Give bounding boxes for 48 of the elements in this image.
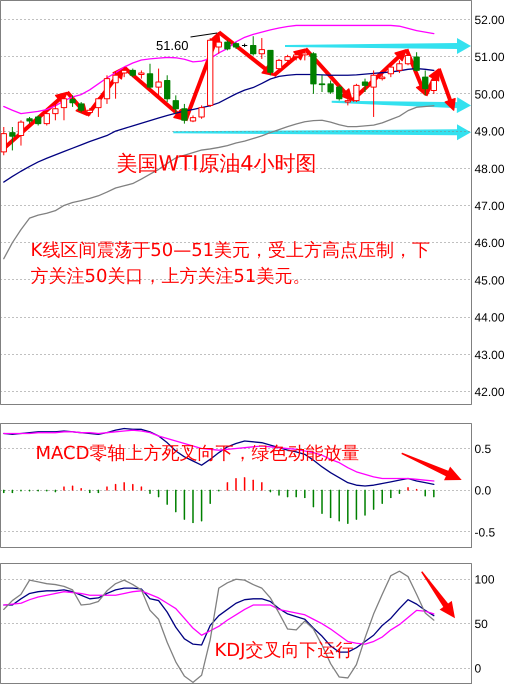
candlestick [18, 120, 24, 146]
y-tick-label: 46.00 [474, 236, 505, 250]
candlestick [146, 63, 154, 90]
candlestick [258, 38, 265, 60]
y-tick-label: 50 [474, 617, 488, 632]
y-tick-label: 51.00 [474, 50, 505, 64]
y-tick-label: 49.00 [474, 124, 505, 139]
y-tick-label: 43.00 [474, 348, 505, 362]
candlestick [9, 126, 16, 151]
y-tick-label: 44.00 [474, 310, 505, 325]
y-tick-label: 47.00 [474, 198, 505, 213]
line-series [3, 105, 434, 260]
candlestick [336, 84, 342, 102]
candlestick [78, 102, 84, 113]
line-series [3, 24, 434, 114]
candlestick [35, 114, 42, 126]
y-tick-label: 0.0 [474, 484, 492, 498]
candlestick [224, 40, 231, 51]
candlestick [44, 110, 50, 126]
candlestick [422, 70, 428, 96]
candlestick [267, 50, 274, 76]
y-tick-label: 50.00 [474, 87, 505, 102]
candlestick [52, 103, 59, 121]
candlestick [284, 54, 291, 65]
candlestick [362, 78, 368, 93]
y-tick-label: 0.5 [474, 442, 492, 456]
candlestick [198, 104, 205, 120]
annotation: K线区间震荡于50—51美元，受上方高点压制，下方关注50关口，上方关注51美元。 [30, 240, 430, 287]
y-tick-label: 0 [474, 662, 482, 676]
candlestick [69, 94, 76, 108]
candlestick [327, 80, 334, 94]
y-tick-label: -0.5 [474, 525, 496, 540]
y-tick-label: 52.00 [474, 12, 505, 27]
candlestick [413, 52, 420, 72]
y-tick-label: 100 [474, 572, 495, 587]
candlestick [164, 74, 170, 103]
candlestick [276, 58, 282, 71]
y-tick-label: 45.00 [474, 273, 505, 288]
annotation: 51.60 [156, 38, 189, 53]
candlestick [318, 74, 326, 93]
candlestick [388, 64, 394, 78]
y-tick-label: 42.00 [474, 384, 505, 399]
y-tick-label: 48.00 [474, 162, 505, 176]
candlestick [104, 74, 110, 104]
annotation: 美国WTI原油4小时图 [116, 152, 317, 176]
candlestick [181, 103, 188, 124]
candlestick [250, 36, 256, 56]
candlestick [172, 94, 179, 114]
